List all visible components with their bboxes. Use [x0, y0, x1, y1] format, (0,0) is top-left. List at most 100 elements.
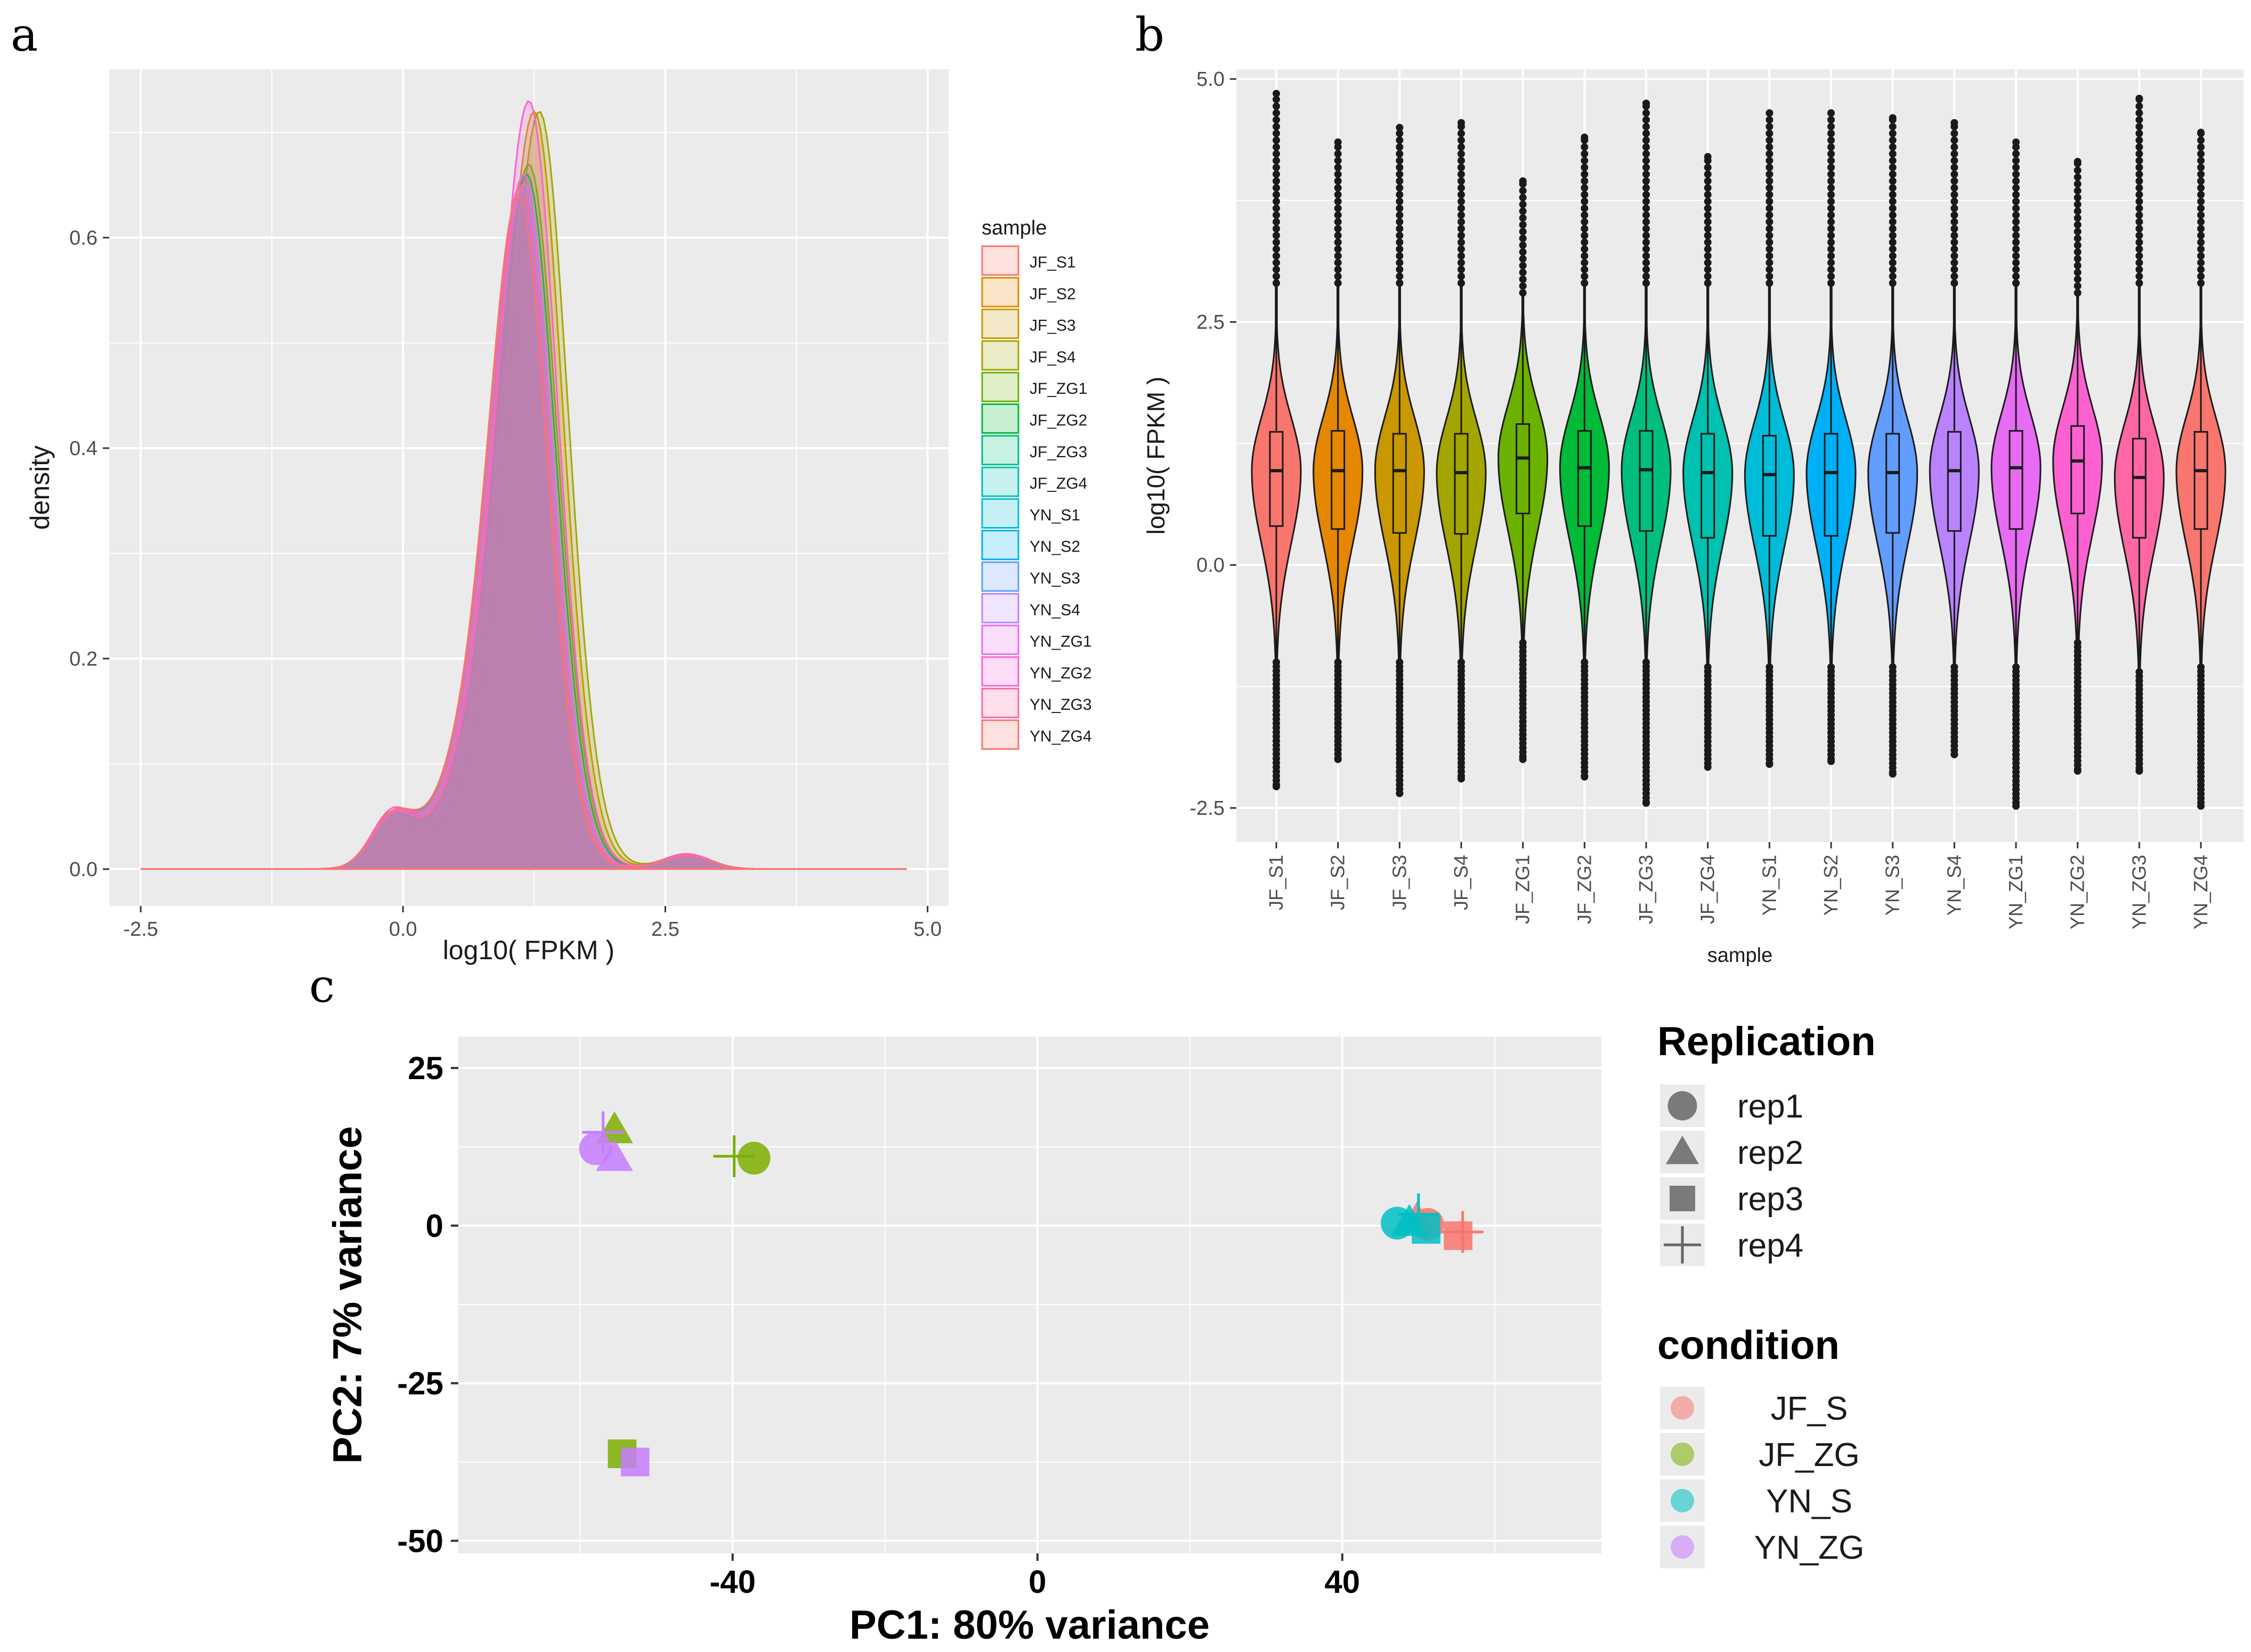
violin-outlier [1519, 228, 1527, 236]
violin-outlier [1766, 272, 1774, 280]
violin-outlier [2135, 164, 2143, 172]
violin-outlier [1334, 191, 1342, 199]
density-y-tick-label: 0.6 [69, 227, 98, 249]
violin-outlier [2135, 231, 2143, 239]
pca-point [1412, 1215, 1440, 1244]
violin-outlier [1396, 238, 1404, 246]
violin-outlier [1273, 136, 1280, 144]
violin-outlier [1950, 136, 1958, 144]
violin-outlier [1889, 258, 1897, 266]
violin-outlier [1889, 238, 1897, 246]
violin-outlier [1334, 170, 1342, 178]
violin-outlier [2197, 218, 2205, 226]
violin-outlier [1458, 170, 1465, 178]
violin-outlier [1950, 164, 1958, 172]
replication-legend-symbol [1664, 1226, 1701, 1264]
violin-outlier [1704, 258, 1712, 266]
violin-x-tick-label: YN_S4 [1943, 855, 1965, 916]
density-legend-label: JF_ZG1 [1030, 380, 1087, 398]
violin-outlier [1642, 109, 1650, 117]
violin-outlier [1766, 211, 1774, 219]
replication-legend-label: rep3 [1737, 1181, 1803, 1218]
density-legend-label: YN_S4 [1030, 601, 1080, 619]
violin-y-axis-title: log10( FPKM ) [1142, 377, 1170, 535]
violin-outlier [1581, 245, 1589, 253]
violin-outlier [1950, 258, 1958, 266]
violin-outlier [1889, 177, 1897, 185]
violin-box [1824, 433, 1839, 537]
violin-outlier [1827, 258, 1835, 266]
violin-outlier [1827, 170, 1835, 178]
violin-box [1392, 433, 1407, 534]
violin-outlier [2197, 128, 2205, 136]
pca-y-tick-label: -25 [397, 1366, 443, 1402]
pca-x-tick-label: 0 [1029, 1564, 1046, 1600]
pca-x-tick-label: 40 [1324, 1564, 1360, 1600]
density-legend-key [981, 687, 1019, 718]
density-legend-key [981, 340, 1019, 371]
violin-x-tick-label: JF_S1 [1265, 855, 1287, 910]
violin-outlier [2074, 200, 2082, 208]
violin-x-tick-label: JF_S2 [1327, 855, 1349, 910]
violin-outlier [1950, 272, 1958, 280]
violin-outlier [1889, 150, 1897, 158]
violin-outlier [1766, 252, 1774, 260]
violin-outlier [1704, 272, 1712, 280]
violin-x-tick-label: YN_ZG4 [2190, 855, 2212, 929]
violin-outlier [2197, 143, 2205, 151]
density-legend-label: YN_ZG2 [1030, 665, 1092, 682]
violin-outlier [1519, 234, 1527, 242]
violin-outlier [1273, 90, 1280, 98]
violin-outlier [2012, 184, 2020, 192]
violin-outlier [1642, 143, 1650, 151]
violin-outlier [1827, 211, 1835, 219]
violin-outlier [1704, 238, 1712, 246]
violin-outlier [2197, 150, 2205, 158]
violin-outlier [1273, 218, 1280, 226]
replication-legend-label: rep2 [1737, 1135, 1803, 1171]
violin-outlier [1642, 218, 1650, 226]
violin-outlier [2135, 129, 2143, 137]
violin-outlier [1889, 225, 1897, 233]
density-x-tick-label: -2.5 [123, 918, 158, 941]
violin-outlier [2012, 231, 2020, 239]
violin-outlier [1458, 143, 1465, 151]
violin-outlier [2135, 211, 2143, 219]
violin-outlier [1950, 177, 1958, 185]
violin-box [1947, 431, 1962, 532]
violin-outlier [1519, 755, 1527, 763]
violin-outlier [1704, 170, 1712, 178]
density-plot-background [109, 69, 949, 906]
violin-outlier [1889, 198, 1897, 206]
violin-outlier [1766, 231, 1774, 239]
violin-outlier [1396, 245, 1404, 253]
violin-x-tick-label: JF_S3 [1388, 855, 1410, 910]
violin-outlier [1827, 245, 1835, 253]
pca-point [1442, 1211, 1484, 1253]
violin-outlier [1396, 211, 1404, 219]
violin-outlier [1458, 191, 1465, 199]
violin-outlier [1519, 207, 1527, 215]
pca-plot-grid [458, 1036, 1601, 1553]
violin-outlier [2074, 241, 2082, 249]
violin-outlier [2012, 245, 2020, 253]
violin-outlier [1766, 177, 1774, 185]
violin-outlier [1704, 164, 1712, 172]
density-legend-key [981, 403, 1019, 434]
density-legend-label: JF_ZG3 [1030, 443, 1087, 461]
violin-x-tick-label: JF_ZG2 [1573, 855, 1595, 924]
violin-outlier [1889, 204, 1897, 212]
density-x-tick-label: 0.0 [389, 918, 417, 941]
violin-outlier [1273, 231, 1280, 239]
violin-outlier [1704, 218, 1712, 226]
violin-outlier [2135, 252, 2143, 260]
violin-outlier [1273, 198, 1280, 206]
violin-outlier [1458, 272, 1465, 280]
violin-outlier [1642, 177, 1650, 185]
violin-outlier [2197, 802, 2205, 810]
violin-outlier [2012, 170, 2020, 178]
violin-outlier [2135, 218, 2143, 226]
violin-outlier [1273, 177, 1280, 185]
violin-outlier [1827, 136, 1835, 144]
violin-box [2193, 431, 2208, 530]
